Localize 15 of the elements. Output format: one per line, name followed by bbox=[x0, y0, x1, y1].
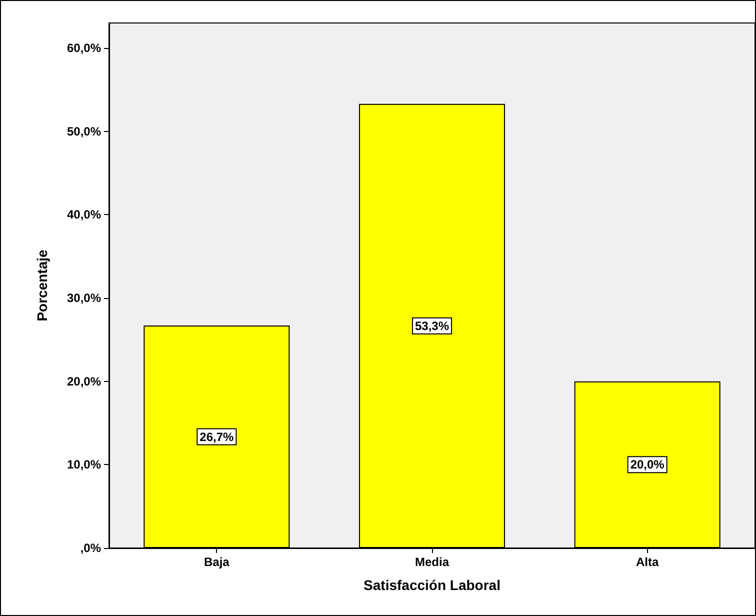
y-tick-label: 40,0% bbox=[66, 208, 102, 222]
y-axis-title: Porcentaje bbox=[34, 249, 50, 322]
data-label: 26,7% bbox=[200, 430, 234, 444]
data-label: 53,3% bbox=[414, 318, 450, 333]
data-label: 20,0% bbox=[630, 458, 665, 472]
y-tick-label: ,0% bbox=[80, 541, 102, 555]
y-tick-label: 50,0% bbox=[66, 124, 102, 138]
x-tick-label: Baja bbox=[204, 555, 230, 569]
x-axis-title: Satisfacción Laboral bbox=[364, 577, 500, 593]
y-tick-label: 60,0% bbox=[66, 41, 102, 55]
y-tick-label: 20,0% bbox=[66, 374, 102, 388]
x-tick-label: Media bbox=[414, 555, 450, 569]
x-tick-label: Alta bbox=[636, 555, 659, 569]
y-tick-label: 10,0% bbox=[66, 458, 102, 472]
y-tick-label: 30,0% bbox=[66, 291, 102, 305]
